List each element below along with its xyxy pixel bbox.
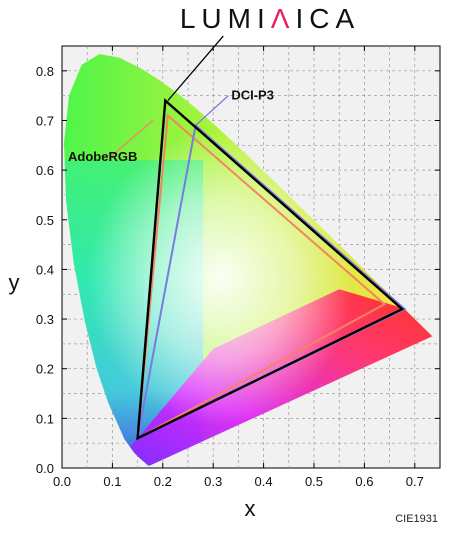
- gamut-triangle-adobergb: [136, 113, 387, 440]
- gamut-label-adobergb: AdobeRGB: [68, 149, 137, 164]
- x-tick-label: 0.0: [53, 474, 71, 489]
- x-tick-label: 0.2: [154, 474, 172, 489]
- y-tick-label: 0.4: [36, 262, 54, 277]
- gamut-label-dci-p3: DCI-P3: [231, 88, 274, 103]
- brand-text-a: LUMI: [180, 3, 271, 34]
- y-tick-label: 0.7: [36, 113, 54, 128]
- brand-text-b: ICA: [295, 3, 360, 34]
- x-axis-label: x: [245, 496, 256, 521]
- brand-logo: LUMIΛICA: [180, 3, 360, 34]
- y-tick-label: 0.1: [36, 411, 54, 426]
- diagram-caption: CIE1931: [395, 513, 438, 525]
- y-tick-label: 0.3: [36, 312, 54, 327]
- x-tick-label: 0.7: [406, 474, 424, 489]
- svg-text:LUMIΛICA: LUMIΛICA: [180, 3, 360, 34]
- y-tick-label: 0.8: [36, 64, 54, 79]
- callout-leader-line: [167, 35, 224, 102]
- gamut-triangle-reference: [136, 98, 405, 441]
- x-tick-label: 0.1: [103, 474, 121, 489]
- y-axis-label: y: [9, 270, 20, 295]
- axis-ticks: 0.0 0.1 0.2 0.3 0.4 0.5 0.6 0.7 0.0 0.1 0.2 0.3 0.4 0…: [36, 46, 440, 489]
- x-tick-label: 0.6: [355, 474, 373, 489]
- brand-logo-mark: Λ: [271, 3, 296, 34]
- y-tick-label: 0.5: [36, 213, 54, 228]
- callout-leader-line: [195, 95, 229, 126]
- x-tick-label: 0.3: [204, 474, 222, 489]
- y-tick-label: 0.2: [36, 362, 54, 377]
- y-tick-label: 0.6: [36, 163, 54, 178]
- gamut-callouts: DCI-P3 AdobeRGB: [68, 35, 274, 164]
- callout-leader-line: [111, 119, 154, 156]
- y-tick-label: 0.0: [36, 461, 54, 476]
- x-tick-label: 0.5: [305, 474, 323, 489]
- gamut-triangles: [136, 98, 407, 441]
- x-tick-label: 0.4: [255, 474, 273, 489]
